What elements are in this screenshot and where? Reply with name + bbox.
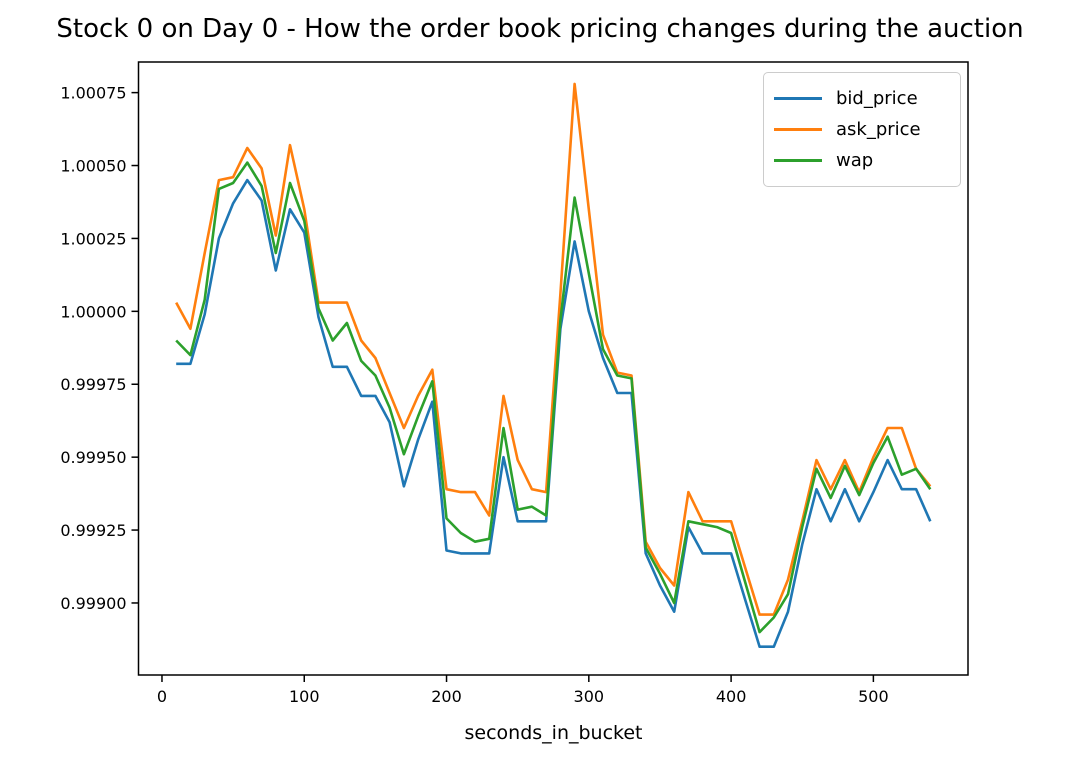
y-tick-label: 0.99900 [60, 594, 126, 613]
bid-price-line-swatch [774, 97, 822, 100]
legend-label-bid-price: bid_price [836, 88, 918, 109]
legend-entry-bid-price: bid_price [774, 83, 948, 114]
chart-title: Stock 0 on Day 0 - How the order book pr… [56, 14, 1024, 44]
x-tick-label: 100 [289, 687, 320, 706]
legend: bid_price ask_price wap [763, 72, 961, 187]
x-tick-label: 0 [157, 687, 167, 706]
ask-price-line-swatch [774, 128, 822, 131]
y-tick-label: 0.99975 [60, 375, 126, 394]
x-tick-label: 500 [858, 687, 889, 706]
y-tick-label: 1.00075 [60, 84, 126, 103]
y-tick-label: 1.00025 [60, 229, 126, 248]
y-tick-label: 0.99950 [60, 448, 126, 467]
x-axis-label: seconds_in_bucket [464, 722, 643, 744]
x-tick-label: 400 [716, 687, 747, 706]
legend-entry-ask-price: ask_price [774, 114, 948, 145]
axes-spines [137, 61, 969, 676]
y-tick-label: 0.99925 [60, 521, 126, 540]
series-line-ask_price [175, 82, 932, 616]
x-tick-label: 200 [431, 687, 462, 706]
wap-line-swatch [774, 159, 822, 162]
legend-label-ask-price: ask_price [836, 119, 921, 140]
y-tick-label: 1.00000 [60, 302, 126, 321]
legend-label-wap: wap [836, 150, 874, 171]
y-tick-label: 1.00050 [60, 157, 126, 176]
legend-entry-wap: wap [774, 145, 948, 176]
series-line-wap [175, 161, 932, 634]
x-tick-label: 300 [574, 687, 605, 706]
